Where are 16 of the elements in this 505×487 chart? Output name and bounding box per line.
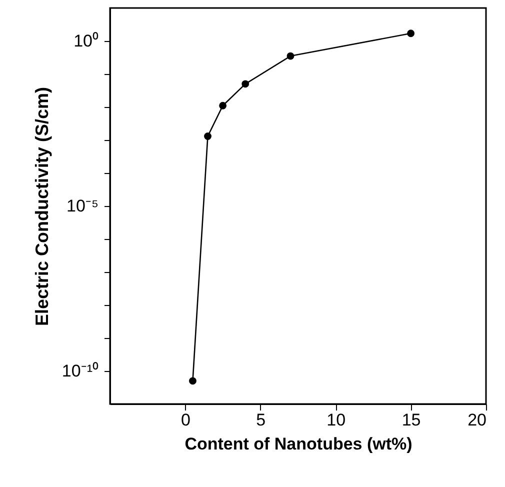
point (219, 102, 227, 110)
y-tick-label: 10⁻¹⁰ (62, 362, 98, 380)
y-tick-label: 10⁻⁵ (66, 196, 98, 216)
y-tick-label: 10⁰ (74, 32, 98, 50)
point (189, 377, 196, 385)
point (407, 30, 415, 38)
y-axis-title: Electric Conductivity (S/cm) (32, 86, 52, 326)
x-tick-label: 0 (180, 410, 190, 430)
x-tick-label: 10 (326, 410, 346, 430)
point (242, 80, 250, 88)
x-tick-label: 15 (402, 410, 421, 430)
x-axis-title: Content of Nanotubes (wt%) (184, 434, 412, 454)
x-tick-label: 20 (468, 410, 486, 430)
point (204, 132, 212, 140)
point (286, 52, 294, 60)
x-tick-label: 5 (256, 410, 266, 430)
